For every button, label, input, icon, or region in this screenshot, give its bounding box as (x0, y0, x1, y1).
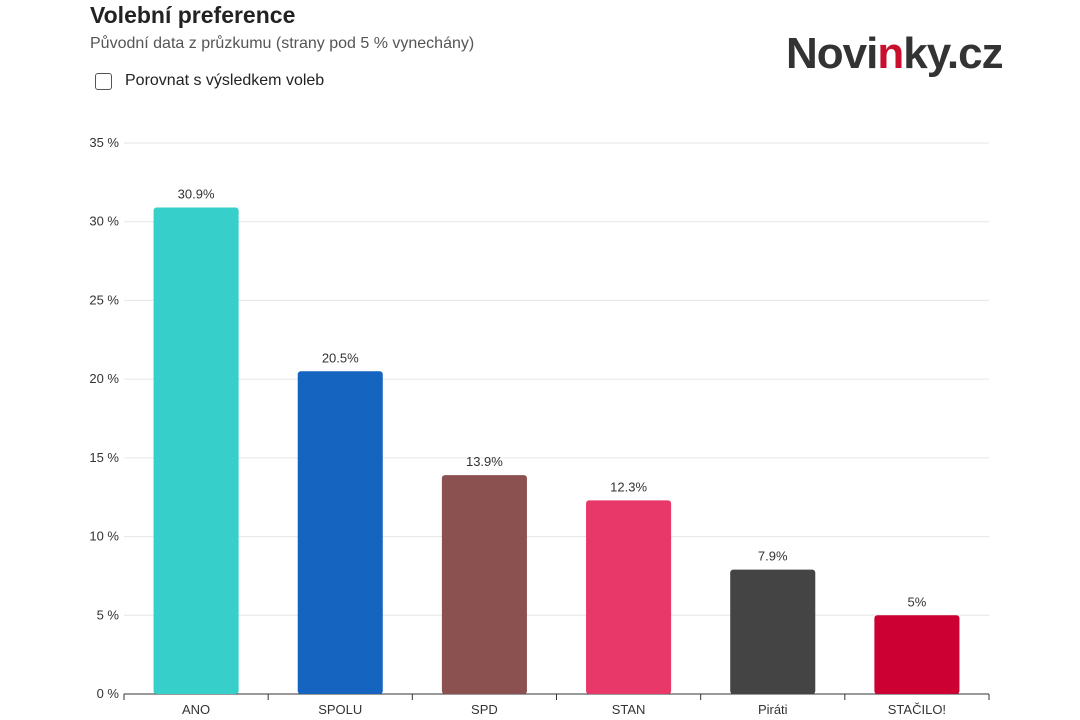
x-category-label: SPD (471, 702, 498, 717)
y-tick-label: 35 % (89, 135, 119, 150)
bar-spd[interactable] (441, 475, 527, 694)
compare-election-toggle[interactable]: Porovnat s výsledkem voleb (95, 72, 324, 90)
compare-label: Porovnat s výsledkem voleb (125, 72, 325, 89)
y-tick-label: 20 % (89, 371, 119, 386)
logo-text-accent: n (877, 29, 904, 78)
chart-subtitle: Původní data z průzkumu (strany pod 5 % … (90, 35, 475, 52)
x-category-label: Piráti (758, 702, 788, 717)
bar-value-label: 20.5% (322, 350, 359, 365)
y-tick-label: 15 % (89, 450, 119, 465)
y-tick-label: 5 % (97, 607, 120, 622)
chart-title: Volební preference (90, 2, 296, 28)
logo-text-start: Novi (786, 29, 878, 78)
bar-value-label: 12.3% (610, 479, 647, 494)
logo-text-end: ky.cz (903, 29, 1003, 78)
bar-value-label: 30.9% (178, 187, 215, 202)
x-category-label: STAČILO! (888, 702, 946, 717)
y-tick-label: 30 % (89, 214, 119, 229)
y-tick-label: 10 % (89, 529, 119, 544)
x-category-label: STAN (612, 702, 646, 717)
bar-value-label: 13.9% (466, 454, 503, 469)
bar-ano[interactable] (153, 207, 239, 694)
bar-stan[interactable] (586, 500, 672, 694)
novinky-logo[interactable]: Novinky.cz (786, 26, 1004, 82)
bar-pirti[interactable] (730, 569, 816, 694)
bar-stailo[interactable] (874, 615, 960, 694)
y-tick-label: 0 % (97, 686, 120, 701)
x-category-label: ANO (182, 702, 210, 717)
y-tick-label: 25 % (89, 292, 119, 307)
x-category-label: SPOLU (318, 702, 362, 717)
bar-value-label: 5% (908, 594, 927, 609)
bar-value-label: 7.9% (758, 549, 788, 564)
bar-spolu[interactable] (297, 371, 383, 694)
compare-checkbox[interactable] (95, 72, 112, 90)
